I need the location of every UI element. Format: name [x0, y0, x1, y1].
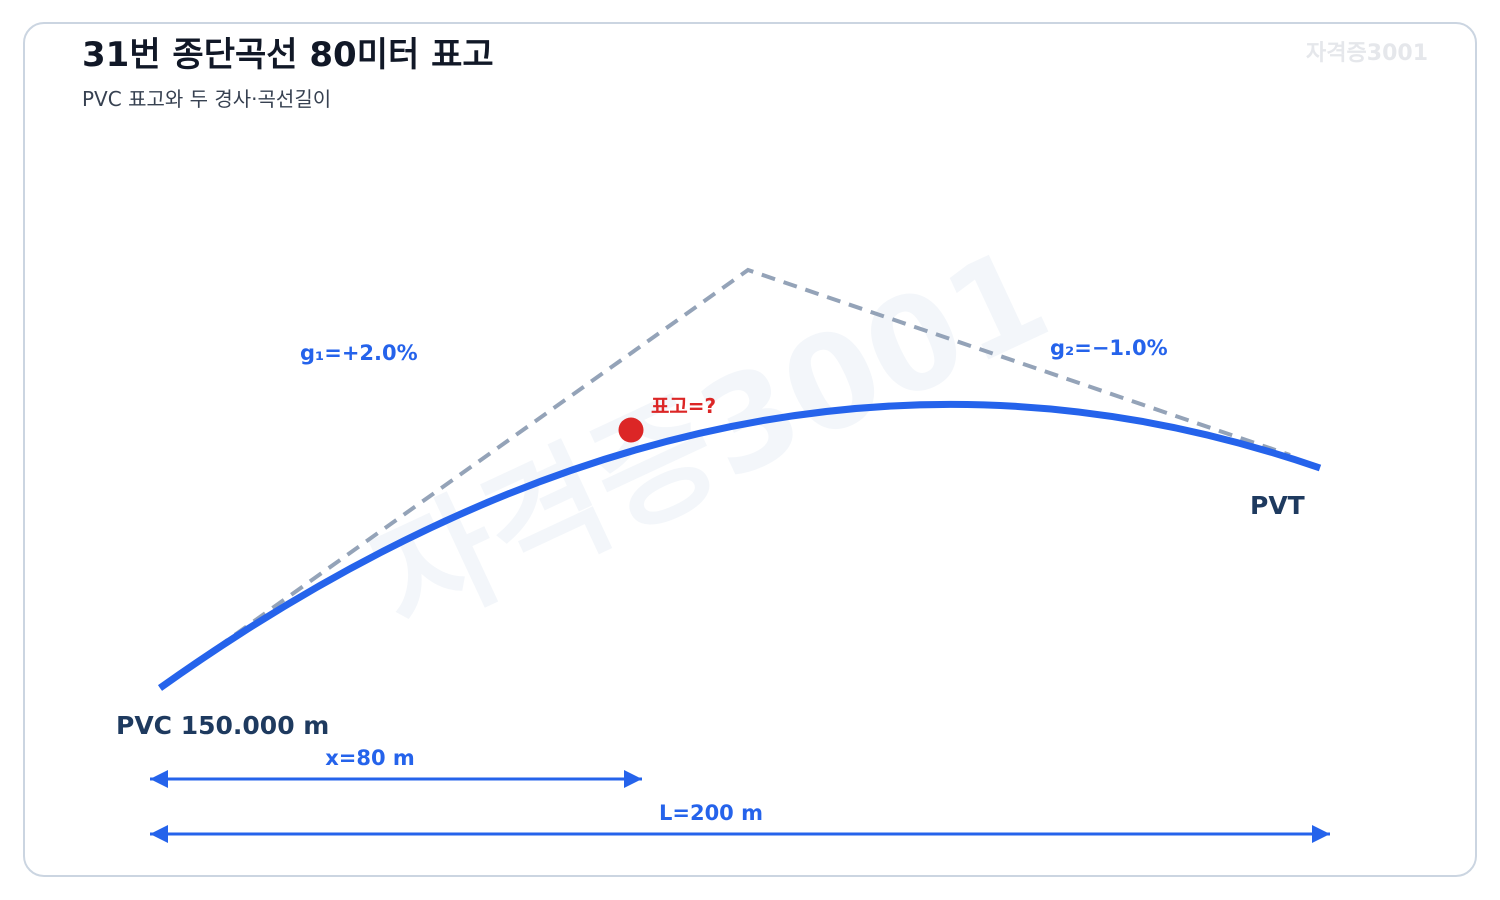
vertical-curve: [157, 400, 1322, 691]
x-dimension-label: x=80 m: [325, 746, 415, 770]
unknown-label: 표고=?: [651, 394, 716, 418]
subtitle: PVC 표고와 두 경사·곡선길이: [82, 87, 331, 111]
length-dimension-label: L=200 m: [659, 801, 763, 825]
title: 31번 종단곡선 80미터 표고: [82, 35, 494, 75]
tangent-lines: [158, 267, 1291, 690]
brand: 자격증3001: [1306, 41, 1428, 66]
pvc-label: PVC 150.000 m: [116, 711, 329, 740]
grade-1-label: g₁=+2.0%: [300, 341, 418, 365]
pvt-label: PVT: [1250, 491, 1305, 520]
grade-2-label: g₂=−1.0%: [1050, 336, 1168, 360]
card: [23, 22, 1477, 877]
unknown-point: [618, 417, 644, 443]
